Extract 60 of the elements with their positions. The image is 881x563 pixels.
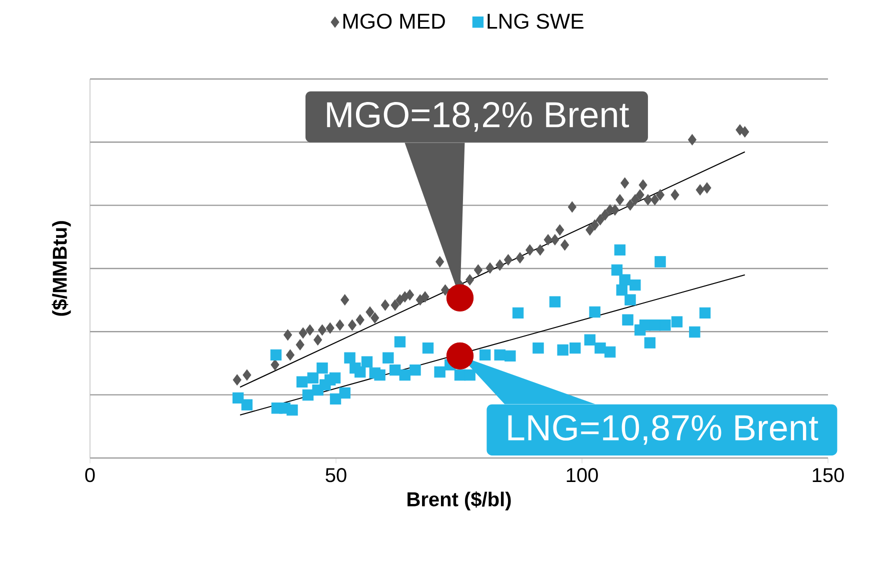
point	[584, 334, 596, 346]
point	[589, 306, 600, 318]
point	[307, 372, 318, 384]
point	[557, 344, 568, 356]
point	[316, 362, 328, 374]
point	[624, 294, 636, 306]
point	[619, 274, 630, 286]
x-tick-label: 50	[326, 468, 346, 482]
point	[410, 364, 421, 376]
legend-label: LNG SWE	[488, 14, 584, 29]
x-tick-label: 150	[812, 468, 844, 482]
point	[504, 350, 516, 362]
point	[689, 326, 700, 338]
point	[649, 319, 660, 331]
point	[389, 364, 401, 376]
point	[241, 399, 253, 410]
point	[594, 342, 606, 354]
point	[270, 349, 282, 361]
point	[614, 244, 626, 256]
point	[622, 314, 634, 326]
point	[361, 356, 373, 368]
point	[344, 352, 356, 364]
point	[570, 342, 581, 354]
point	[354, 366, 366, 378]
annotation: MGO=18,2% Brent	[327, 102, 629, 132]
legend-label: MGO MED	[343, 14, 445, 29]
x-axis-title: Brent ($/bl)	[408, 491, 511, 510]
point	[286, 404, 298, 416]
point	[446, 284, 474, 312]
point	[464, 369, 476, 381]
point	[549, 296, 561, 308]
point	[630, 279, 641, 291]
point	[532, 342, 544, 354]
x-tick-label: 0	[85, 468, 95, 482]
point	[644, 337, 656, 348]
point	[604, 346, 616, 358]
point	[512, 307, 524, 319]
y-axis-title: ($/MMBtu)	[52, 221, 71, 316]
point	[374, 369, 386, 381]
point	[394, 336, 406, 348]
point	[479, 349, 491, 361]
x-tick-label: 100	[566, 468, 598, 482]
point	[302, 389, 314, 401]
point	[654, 256, 666, 268]
point	[434, 366, 446, 378]
point	[699, 307, 711, 319]
point	[494, 349, 506, 361]
point	[399, 369, 410, 381]
point	[446, 342, 474, 370]
point	[329, 372, 341, 384]
point	[671, 316, 683, 328]
point	[339, 387, 350, 399]
point	[660, 319, 671, 331]
point	[616, 284, 628, 296]
point	[611, 264, 623, 276]
annotation: LNG=10,87% Brent	[508, 415, 818, 445]
point	[382, 352, 394, 364]
point	[296, 376, 308, 388]
point	[232, 392, 244, 404]
point	[422, 342, 434, 354]
